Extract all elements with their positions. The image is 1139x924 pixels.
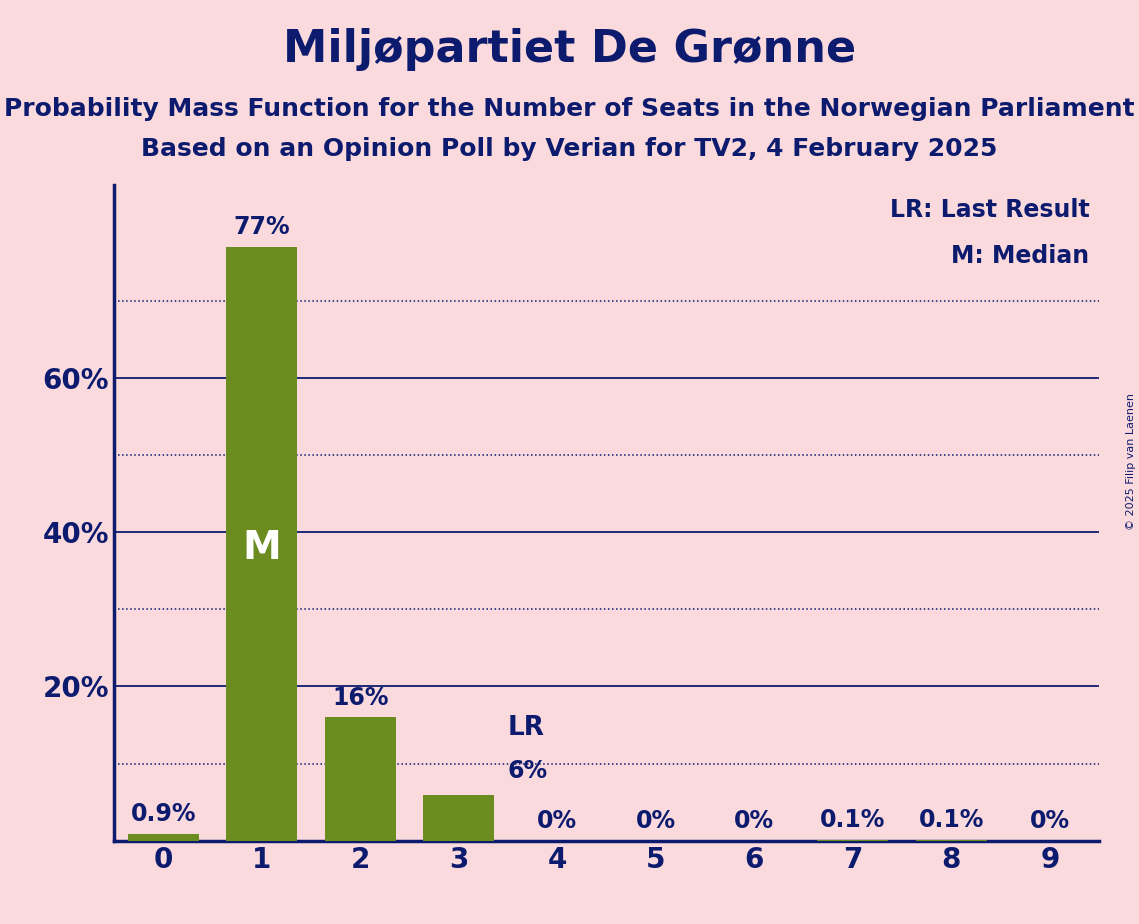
Bar xyxy=(227,247,297,841)
Text: Miljøpartiet De Grønne: Miljøpartiet De Grønne xyxy=(282,28,857,71)
Text: 0%: 0% xyxy=(636,809,675,833)
Text: 0.1%: 0.1% xyxy=(919,808,984,833)
Text: 0%: 0% xyxy=(735,809,775,833)
Text: Based on an Opinion Poll by Verian for TV2, 4 February 2025: Based on an Opinion Poll by Verian for T… xyxy=(141,137,998,161)
Text: M: Median: M: Median xyxy=(951,244,1089,268)
Text: 16%: 16% xyxy=(331,686,388,710)
Text: 77%: 77% xyxy=(233,214,290,238)
Bar xyxy=(424,795,494,841)
Text: 0%: 0% xyxy=(1030,809,1070,833)
Text: LR: Last Result: LR: Last Result xyxy=(890,198,1089,222)
Bar xyxy=(325,717,395,841)
Text: 6%: 6% xyxy=(508,759,548,783)
Text: 0.1%: 0.1% xyxy=(820,808,885,833)
Text: 0.9%: 0.9% xyxy=(130,802,196,826)
Text: LR: LR xyxy=(508,714,544,740)
Text: © 2025 Filip van Laenen: © 2025 Filip van Laenen xyxy=(1126,394,1136,530)
Bar xyxy=(128,833,198,841)
Text: 0%: 0% xyxy=(538,809,577,833)
Text: Probability Mass Function for the Number of Seats in the Norwegian Parliament: Probability Mass Function for the Number… xyxy=(5,97,1134,121)
Text: M: M xyxy=(243,529,281,566)
